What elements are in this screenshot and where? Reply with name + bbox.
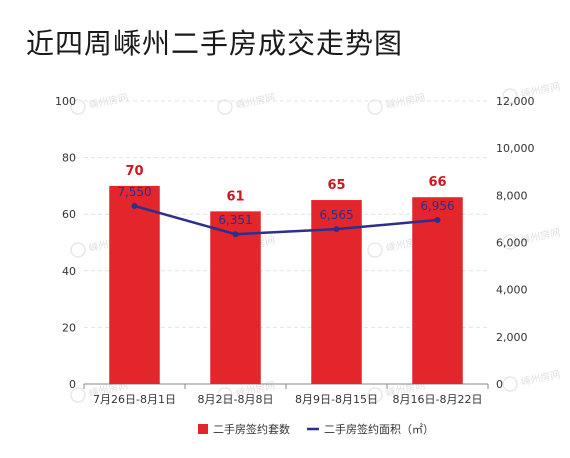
- line-point: [434, 216, 441, 223]
- x-category-label: 8月2日-8月8日: [198, 393, 274, 406]
- line-point: [333, 226, 340, 233]
- x-category-label: 8月9日-8月15日: [295, 393, 378, 406]
- line-value-label: 6,351: [218, 213, 252, 227]
- bar-series: [109, 185, 463, 384]
- y-right-tick-label: 10,000: [496, 142, 535, 155]
- watermark-circle-icon: [502, 88, 518, 104]
- legend: 二手房签约套数 二手房签约面积（㎡）: [198, 422, 434, 436]
- bar: [210, 211, 261, 384]
- chart-title: 近四周嵊州二手房成交走势图: [26, 27, 404, 60]
- bar: [109, 185, 160, 384]
- y-left-tick-label: 0: [69, 378, 76, 391]
- legend-line-label: 二手房签约面积（㎡）: [324, 422, 434, 436]
- bar-value-label: 61: [226, 189, 244, 204]
- watermark-circle-icon: [502, 376, 518, 392]
- watermark-logo: 嵊州房网: [367, 91, 426, 115]
- y-right-tick-label: 6,000: [496, 237, 528, 250]
- legend-item-bar[interactable]: 二手房签约套数: [198, 422, 290, 436]
- watermark-circle-icon: [367, 99, 383, 115]
- x-category-label: 8月16日-8月22日: [393, 393, 483, 406]
- data-labels: 70 61 65 66 7,550 6,351 6,565 6,956: [117, 164, 454, 227]
- line-value-label: 6,565: [319, 208, 353, 222]
- y-left-tick-label: 20: [62, 321, 76, 334]
- line-value-label: 7,550: [117, 185, 151, 199]
- line-path: [134, 204, 438, 236]
- bar: [412, 197, 463, 384]
- watermark-logo: 嵊州房网: [70, 91, 129, 115]
- legend-bar-swatch: [198, 424, 208, 434]
- y-left-tick-label: 60: [62, 208, 76, 221]
- y-left-tick-label: 80: [62, 152, 76, 165]
- bar-value-label: 65: [327, 178, 345, 193]
- watermark-circle-icon: [70, 242, 86, 258]
- watermark-circle-icon: [217, 387, 233, 403]
- watermark-circle-icon: [70, 387, 86, 403]
- x-category-label: 7月26日-8月1日: [93, 393, 176, 406]
- watermark-circle-icon: [367, 387, 383, 403]
- line-series: [131, 202, 441, 238]
- line-point: [131, 202, 138, 209]
- watermark-logo: 嵊州房网: [217, 91, 276, 115]
- watermark-circle-icon: [217, 99, 233, 115]
- y-right-tick-label: 8,000: [496, 189, 528, 202]
- bar-value-label: 70: [125, 164, 143, 179]
- y-right-tick-label: 4,000: [496, 284, 528, 297]
- y-right-tick-label: 2,000: [496, 331, 528, 344]
- watermark-circle-icon: [502, 234, 518, 250]
- watermark-text: 嵊州房网: [520, 368, 562, 389]
- y-left-tick-label: 100: [55, 95, 76, 108]
- legend-bar-label: 二手房签约套数: [213, 422, 290, 436]
- y-right-tick-label: 0: [496, 378, 503, 391]
- legend-item-line[interactable]: 二手房签约面积（㎡）: [307, 422, 434, 436]
- line-point: [232, 231, 239, 238]
- y-left-tick-label: 40: [62, 265, 76, 278]
- watermark-circle-icon: [367, 242, 383, 258]
- y-right-tick-label: 12,000: [496, 95, 535, 108]
- line-value-label: 6,956: [420, 199, 454, 213]
- watermark-logo: 嵊州房网: [502, 368, 562, 392]
- watermark-circle-icon: [70, 99, 86, 115]
- bar-value-label: 66: [428, 175, 446, 190]
